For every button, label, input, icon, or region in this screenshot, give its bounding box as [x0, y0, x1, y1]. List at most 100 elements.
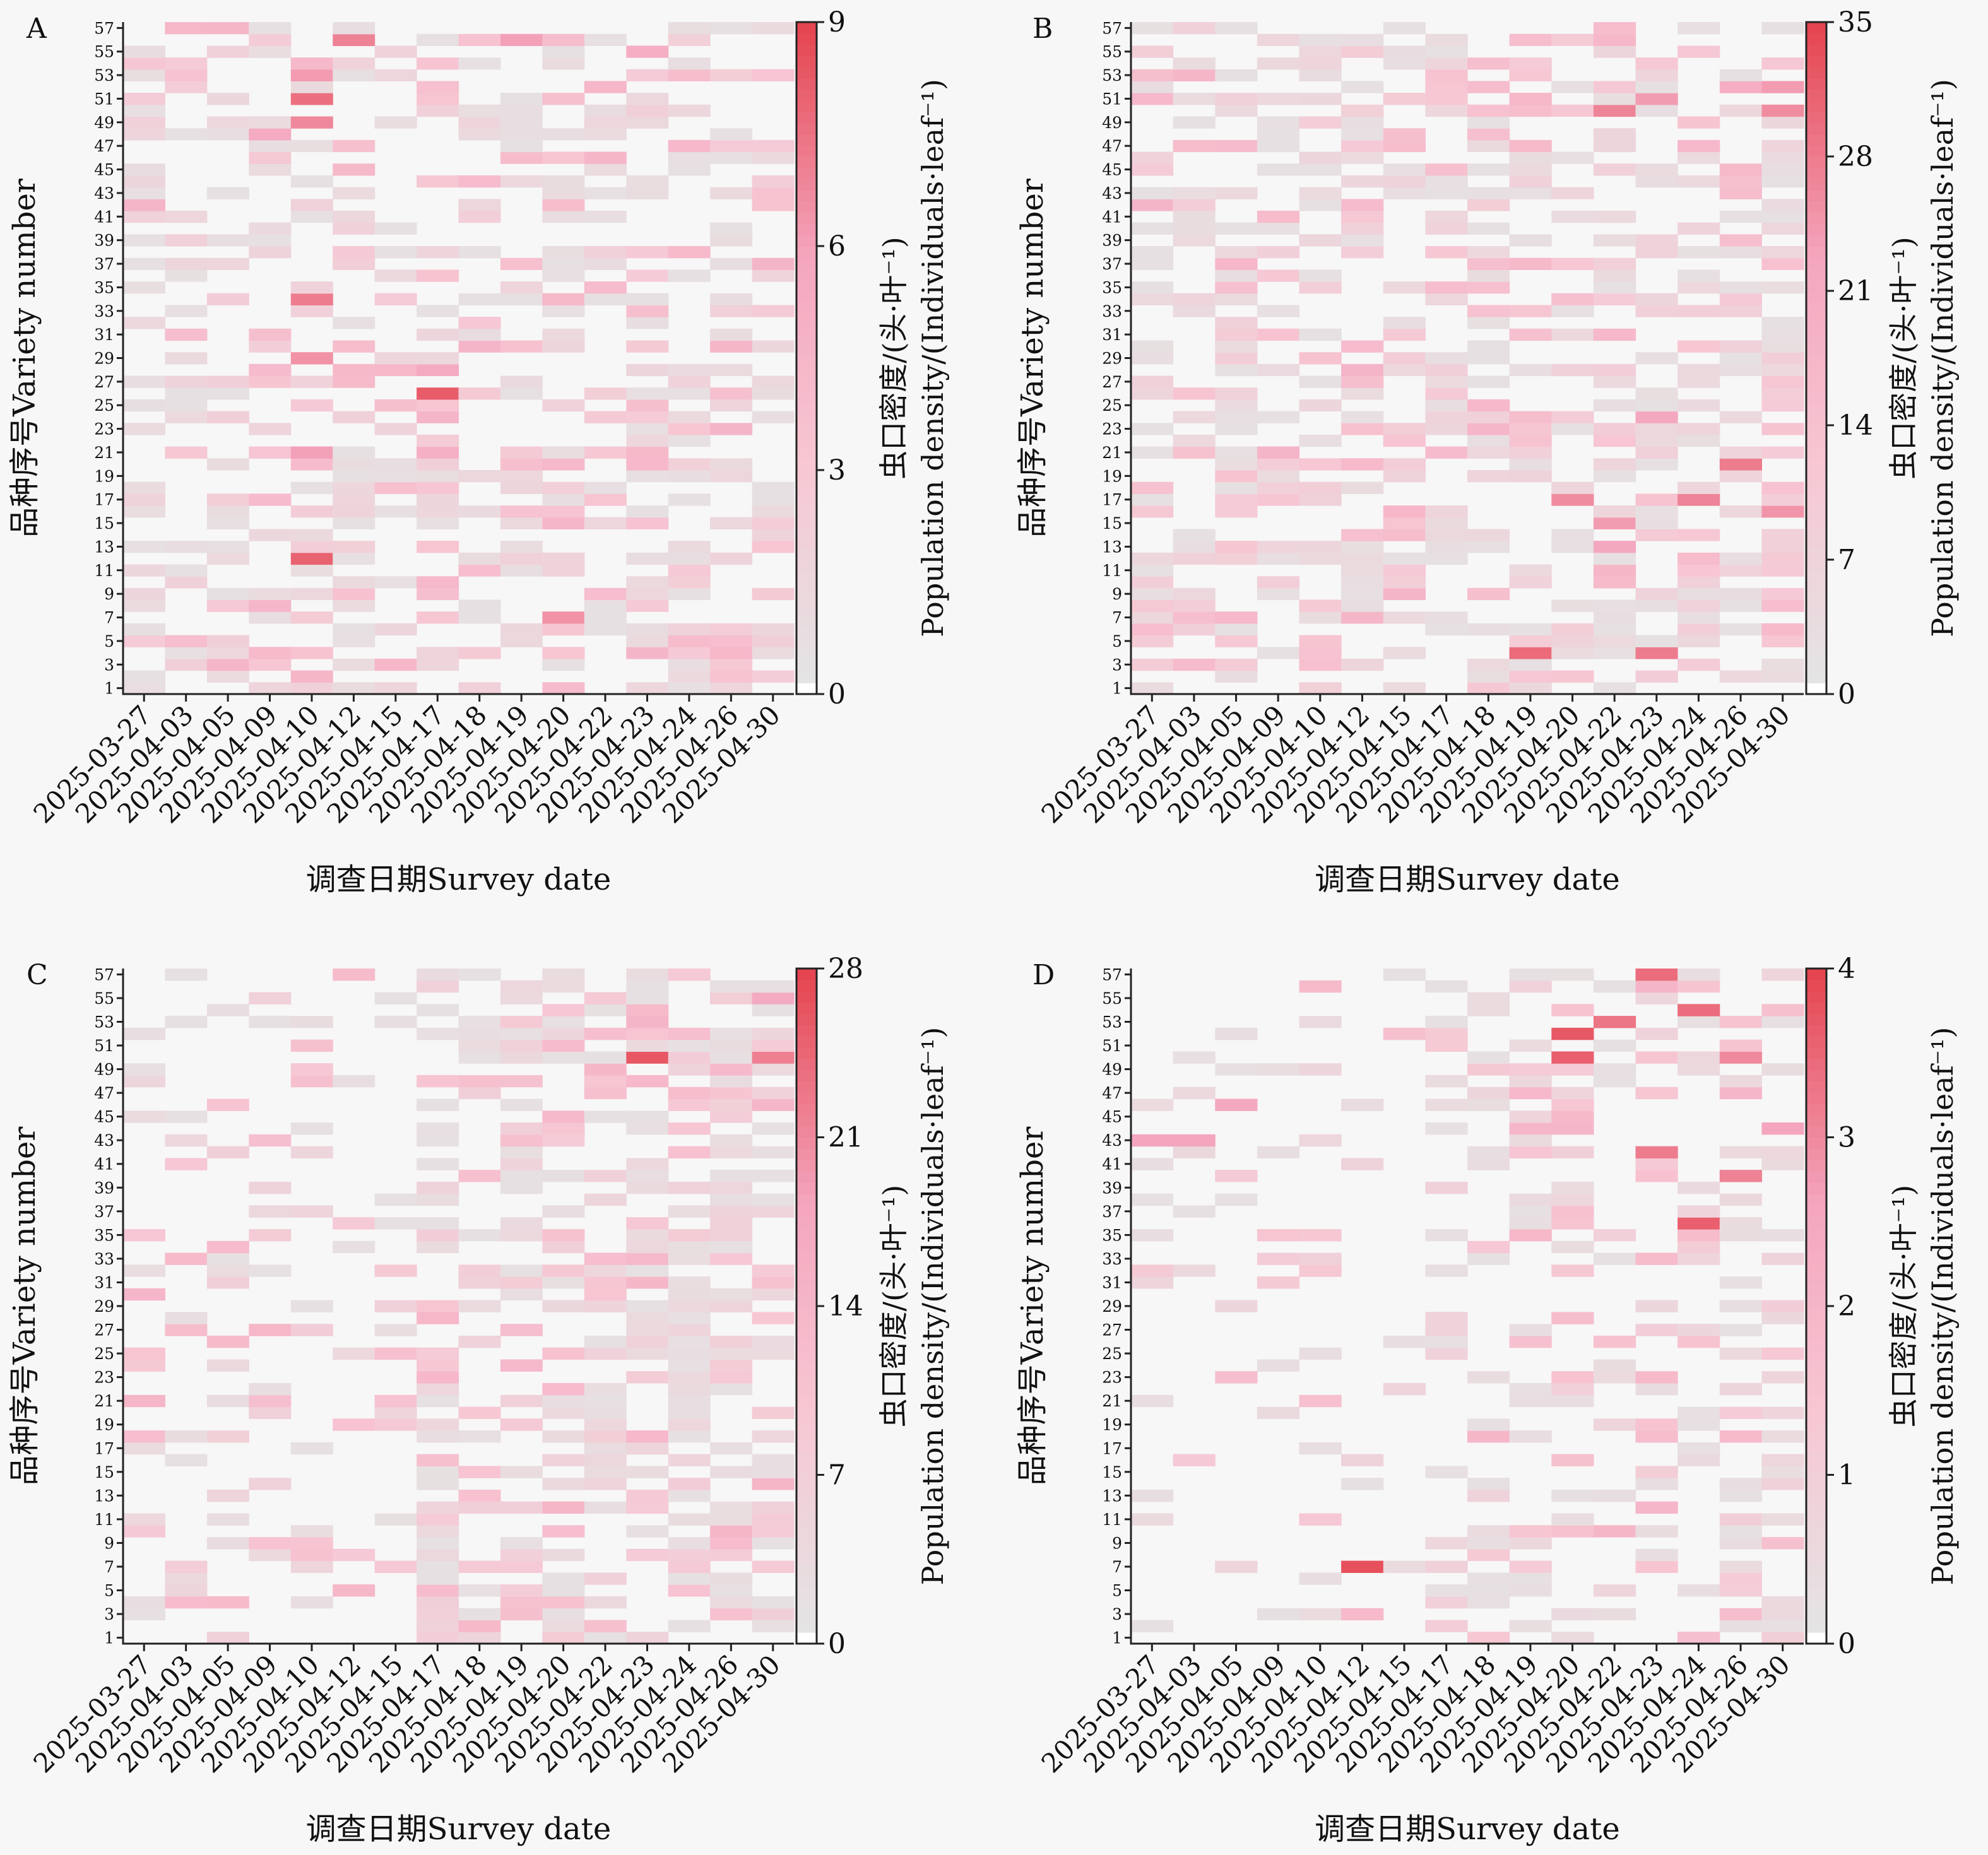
panel-B: 1357911131517192123252729313335373941434…: [1015, 6, 1960, 897]
heatmap-cell: [626, 1122, 669, 1135]
heatmap-cell: [1509, 1086, 1552, 1100]
colorbar-step: [796, 1148, 817, 1160]
heatmap-cell: [626, 1430, 669, 1443]
heatmap-cell: [290, 529, 333, 541]
heatmap-cell: [1383, 1383, 1426, 1396]
heatmap-cell: [1593, 1525, 1636, 1538]
heatmap-cell: [542, 1134, 585, 1147]
heatmap-cell: [290, 352, 333, 365]
heatmap-cell: [1761, 317, 1804, 329]
y-tick-label: 9: [1112, 1534, 1122, 1552]
heatmap-cell: [668, 1478, 711, 1490]
heatmap-cell: [710, 517, 753, 529]
heatmap-cell: [249, 1478, 292, 1490]
heatmap-cell: [626, 1170, 669, 1182]
heatmap-cell: [1257, 1406, 1300, 1419]
heatmap-cell: [1719, 1051, 1762, 1064]
heatmap-cell: [123, 1075, 165, 1088]
heatmap-cell: [333, 1240, 376, 1254]
colorbar-step: [1806, 156, 1826, 168]
heatmap-cell: [374, 682, 417, 695]
heatmap-cell: [165, 257, 208, 270]
heatmap-cell: [1383, 281, 1426, 294]
heatmap-cell: [458, 1620, 501, 1632]
heatmap-cell: [626, 458, 669, 471]
heatmap-cell: [500, 470, 543, 483]
heatmap-cell: [374, 352, 417, 365]
heatmap-cell: [542, 257, 585, 270]
heatmap-cell: [1173, 411, 1216, 423]
heatmap-cell: [249, 1016, 292, 1028]
heatmap-cell: [290, 1075, 333, 1088]
heatmap-cell: [1257, 1229, 1300, 1242]
heatmap-cell: [500, 151, 543, 164]
heatmap-cell: [626, 340, 669, 353]
heatmap-cell: [1593, 33, 1636, 46]
heatmap-cell: [249, 328, 292, 341]
colorbar-tick-label: 0: [828, 1628, 846, 1660]
heatmap-cell: [584, 187, 627, 199]
heatmap-cell: [1509, 1229, 1552, 1242]
heatmap-cell: [458, 1490, 501, 1502]
heatmap-cell: [290, 1205, 333, 1218]
heatmap-cell: [206, 1513, 249, 1526]
heatmap-cell: [752, 1406, 795, 1419]
heatmap-cell: [500, 375, 543, 388]
heatmap-cell: [290, 481, 333, 494]
heatmap-cell: [1593, 623, 1636, 636]
heatmap-cell: [1593, 328, 1636, 341]
colorbar-step: [1806, 649, 1826, 661]
heatmap-cell: [752, 635, 795, 647]
colorbar-step: [796, 358, 817, 370]
heatmap-cell: [1341, 1098, 1384, 1111]
colorbar-step: [1806, 638, 1826, 650]
heatmap-cell: [458, 387, 501, 400]
heatmap-cell: [417, 1312, 459, 1324]
heatmap-cell: [542, 1240, 585, 1254]
heatmap-cell: [1551, 1193, 1594, 1206]
heatmap-cell: [1425, 246, 1468, 259]
colorbar-step: [1806, 481, 1826, 493]
heatmap-cell: [1635, 1430, 1678, 1443]
heatmap-cell: [626, 1501, 669, 1514]
heatmap-cell: [1341, 481, 1384, 494]
heatmap-cell: [1719, 1608, 1762, 1621]
heatmap-cell: [1593, 470, 1636, 483]
heatmap-cell: [1509, 33, 1552, 46]
heatmap-cell: [1761, 529, 1804, 541]
heatmap-cell: [1467, 1537, 1510, 1550]
heatmap-cell: [1677, 1240, 1720, 1254]
heatmap-cell: [1467, 541, 1510, 553]
colorbar-step: [796, 425, 817, 437]
heatmap-cell: [584, 1276, 627, 1289]
heatmap-cell: [206, 493, 249, 506]
y-tick-label: 57: [1102, 965, 1122, 984]
heatmap-cell: [1173, 199, 1216, 211]
heatmap-cell: [290, 210, 333, 223]
y-tick-label: 19: [1102, 467, 1122, 485]
heatmap-cell: [1719, 1229, 1762, 1242]
heatmap-cell: [584, 587, 627, 601]
heatmap-cell: [1677, 1252, 1720, 1265]
heatmap-cell: [1467, 1371, 1510, 1384]
heatmap-cell: [668, 1359, 711, 1372]
heatmap-cell: [1425, 57, 1468, 70]
heatmap-cell: [626, 623, 669, 636]
heatmap-cell: [165, 658, 208, 671]
heatmap-cell: [249, 163, 292, 176]
heatmap-cell: [1719, 1560, 1762, 1573]
heatmap-cell: [1551, 210, 1594, 223]
heatmap-cell: [249, 423, 292, 435]
colorbar-step: [1806, 593, 1826, 605]
heatmap-cell: [1677, 587, 1720, 601]
heatmap-cell: [1509, 1146, 1552, 1158]
colorbar-step: [1806, 1227, 1826, 1239]
heatmap-cell: [1509, 576, 1552, 589]
colorbar-tick-label: 21: [828, 1122, 863, 1154]
heatmap-cell: [542, 1620, 585, 1632]
heatmap-cell: [584, 1063, 627, 1076]
heatmap-cell: [1509, 1335, 1552, 1348]
heatmap-cell: [500, 1548, 543, 1562]
heatmap-cell: [1173, 529, 1216, 541]
heatmap-cell: [1383, 517, 1426, 529]
